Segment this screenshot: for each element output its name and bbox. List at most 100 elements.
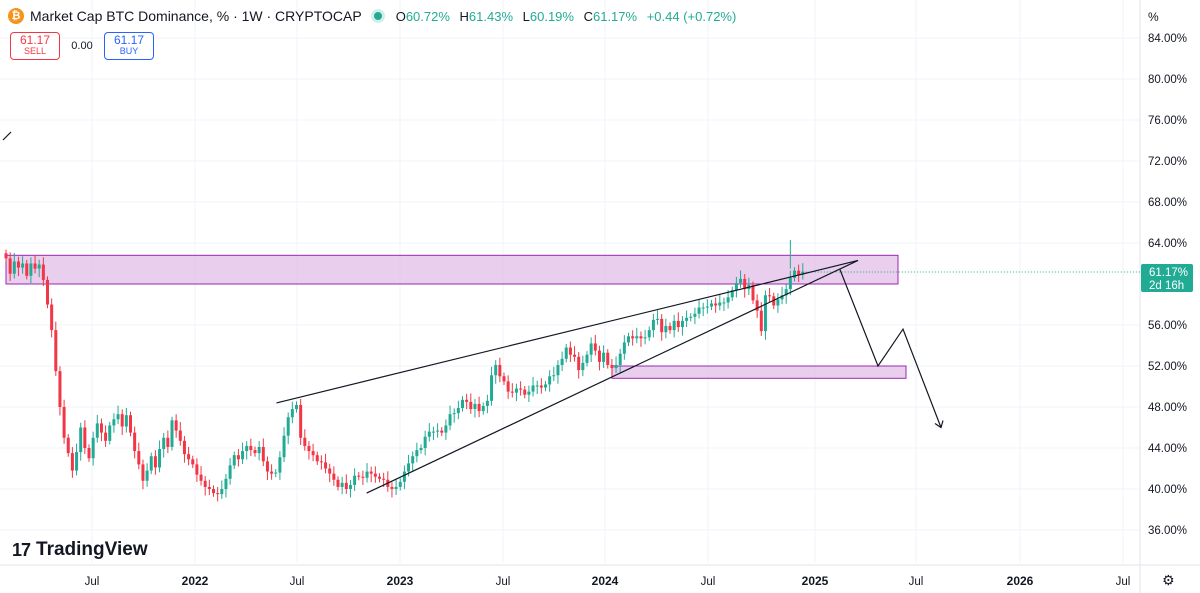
candle-body bbox=[79, 427, 83, 453]
candle-body bbox=[261, 446, 265, 462]
candle-body bbox=[149, 456, 153, 471]
zones bbox=[5, 254, 907, 379]
candle-body bbox=[170, 420, 174, 447]
candle-body bbox=[191, 459, 195, 465]
candle-body bbox=[75, 452, 79, 471]
candle-body bbox=[593, 343, 597, 351]
candle-body bbox=[336, 479, 340, 487]
candle-body bbox=[710, 303, 713, 307]
candle-body bbox=[311, 451, 315, 456]
candle-body bbox=[718, 302, 722, 306]
change-value: +0.44 (+0.72%) bbox=[646, 8, 737, 24]
price-tick-label: 84.00% bbox=[1148, 33, 1187, 45]
candle-body bbox=[369, 471, 373, 474]
candle-body bbox=[282, 435, 286, 458]
candle-body bbox=[220, 489, 224, 495]
candle-body bbox=[705, 306, 709, 308]
candle-body bbox=[734, 282, 738, 291]
time-tick-label: 2023 bbox=[387, 574, 414, 588]
candle-body bbox=[568, 347, 572, 355]
candle-body bbox=[427, 431, 431, 437]
candle-body bbox=[763, 295, 767, 332]
time-tick-label: Jul bbox=[1116, 576, 1131, 588]
candle-body bbox=[182, 440, 186, 455]
candle-body bbox=[689, 316, 693, 318]
candle-body bbox=[245, 445, 249, 452]
candle-body bbox=[104, 432, 108, 441]
projection-path bbox=[839, 269, 942, 428]
price-axis[interactable]: 84.00% 80.00% 76.00% 72.00% 68.00% 64.00% 56.0… bbox=[1141, 33, 1193, 537]
candle-body bbox=[153, 456, 157, 468]
candle-body bbox=[46, 279, 49, 305]
candle-body bbox=[664, 326, 668, 333]
candle-body bbox=[539, 385, 543, 388]
candle-body bbox=[332, 473, 336, 480]
candle-body bbox=[353, 475, 357, 485]
candle-body bbox=[253, 450, 257, 454]
candle-body bbox=[299, 404, 303, 438]
settings-icon[interactable]: ⚙ bbox=[1162, 572, 1175, 588]
candle-body bbox=[722, 302, 726, 304]
spread-value: 0.00 bbox=[71, 40, 93, 52]
time-tick-label: Jul bbox=[290, 576, 305, 588]
candle-body bbox=[141, 464, 145, 481]
candle-body bbox=[560, 358, 564, 365]
candle-body bbox=[510, 391, 514, 393]
candle-body bbox=[286, 417, 290, 436]
candle-body bbox=[527, 391, 531, 395]
candle-body bbox=[87, 448, 91, 459]
price-tick-label: 64.00% bbox=[1148, 238, 1187, 250]
ohlc-values: O60.72% H61.43% L60.19% C61.17% +0.44 (+… bbox=[395, 8, 737, 24]
candle-body bbox=[344, 482, 348, 489]
candle-body bbox=[759, 310, 763, 332]
tradingview-logo[interactable]: 17 TradingView bbox=[12, 539, 148, 560]
axis-unit-label: % bbox=[1148, 10, 1159, 24]
candle-body bbox=[407, 463, 411, 472]
price-tick-label: 72.00% bbox=[1148, 156, 1187, 168]
time-tick-label: Jul bbox=[909, 576, 924, 588]
candle-body bbox=[656, 318, 660, 320]
candle-body bbox=[610, 364, 614, 369]
time-axis[interactable]: Jul 2022 Jul 2023 Jul 2024 Jul 2025 Jul 2026 Jul bbox=[85, 574, 1131, 588]
candle-body bbox=[265, 461, 269, 472]
sell-button[interactable]: 61.17 SELL bbox=[10, 32, 60, 60]
projection-arrowhead bbox=[934, 420, 944, 429]
candle-body bbox=[465, 399, 469, 402]
symbol-title[interactable]: Market Cap BTC Dominance, % · 1W · CRYPT… bbox=[30, 8, 362, 24]
candle-body bbox=[448, 414, 452, 426]
candle-body bbox=[315, 455, 319, 462]
candle-body bbox=[270, 471, 274, 474]
candle-body bbox=[701, 307, 705, 309]
time-tick-label: 2025 bbox=[802, 574, 829, 588]
price-tick-label: 80.00% bbox=[1148, 74, 1187, 86]
time-tick-label: Jul bbox=[85, 576, 100, 588]
tradingview-logo-icon: 17 bbox=[12, 539, 31, 560]
candle-body bbox=[481, 405, 485, 412]
candle-body bbox=[751, 285, 755, 301]
candle-body bbox=[8, 258, 12, 274]
candle-body bbox=[228, 465, 232, 479]
candle-body bbox=[4, 253, 8, 259]
candle-body bbox=[29, 263, 33, 276]
candle-body bbox=[726, 297, 730, 303]
candle-body bbox=[452, 413, 456, 415]
candle-body bbox=[166, 437, 170, 447]
buy-button[interactable]: 61.17 BUY bbox=[104, 32, 154, 60]
candle-body bbox=[647, 330, 651, 338]
candle-body bbox=[178, 430, 182, 441]
candle-body bbox=[473, 403, 477, 410]
candle-body bbox=[41, 264, 45, 280]
price-tick-label: 40.00% bbox=[1148, 484, 1187, 496]
candle-body bbox=[249, 445, 253, 451]
candle-body bbox=[203, 480, 207, 487]
candle-body bbox=[556, 364, 560, 376]
candle-body bbox=[12, 261, 16, 274]
candle-body bbox=[415, 450, 419, 457]
candle-body bbox=[614, 364, 618, 369]
candle-body bbox=[523, 389, 527, 395]
candle-body bbox=[714, 303, 718, 306]
candle-body bbox=[622, 342, 626, 354]
candle-body bbox=[548, 376, 552, 385]
candle-body bbox=[577, 356, 581, 371]
